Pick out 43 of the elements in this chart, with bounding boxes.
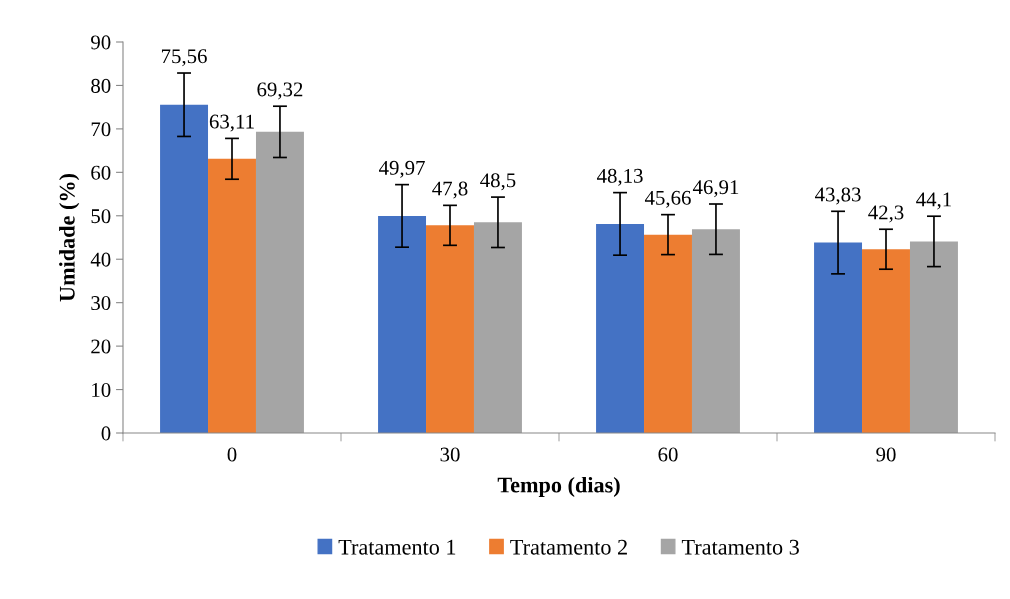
y-tick-label: 50 (91, 209, 111, 224)
data-label: 47,8 (432, 181, 468, 199)
y-tick-label: 60 (91, 165, 111, 180)
y-tick-label: 90 (91, 35, 111, 50)
data-label: 75,56 (161, 49, 207, 67)
y-tick-label: 80 (91, 78, 111, 93)
y-tick-label: 20 (91, 339, 111, 354)
y-tick-label: 10 (92, 382, 111, 397)
y-tick-label: 40 (90, 252, 111, 267)
legend-label: Tratamento 1 (338, 539, 456, 555)
y-axis-title: Umidade (%) (59, 173, 80, 302)
bar (473, 222, 522, 433)
bar (814, 242, 863, 433)
x-axis-title: Tempo (dias) (497, 476, 620, 498)
bar (862, 249, 910, 433)
bar (691, 229, 740, 433)
bar (378, 215, 427, 433)
legend-label: Tratamento 3 (681, 539, 799, 555)
bar (160, 104, 209, 433)
data-label: 63,11 (209, 114, 254, 132)
y-tick-label: 0 (101, 426, 111, 441)
y-tick-label: 70 (91, 122, 111, 137)
bar (255, 131, 304, 433)
bar (909, 241, 958, 433)
bar (208, 158, 256, 433)
data-label: 48,5 (480, 173, 516, 191)
bar (644, 234, 692, 433)
legend-label: Tratamento 2 (510, 539, 627, 555)
x-tick-label: 30 (440, 447, 460, 462)
data-label: 46,91 (692, 180, 739, 198)
data-label: 48,13 (597, 168, 643, 186)
x-tick-label: 60 (658, 447, 678, 462)
data-label: 43,83 (815, 187, 861, 205)
data-label: 42,3 (868, 205, 904, 223)
x-tick-label: 0 (227, 447, 237, 462)
data-label: 49,97 (379, 160, 425, 178)
data-label: 45,66 (644, 190, 691, 208)
bar (596, 223, 645, 433)
y-tick-label: 30 (91, 296, 111, 311)
data-label: 69,32 (257, 82, 303, 100)
data-label: 44,1 (916, 192, 951, 210)
x-tick-label: 90 (876, 447, 896, 462)
bar (426, 225, 474, 433)
